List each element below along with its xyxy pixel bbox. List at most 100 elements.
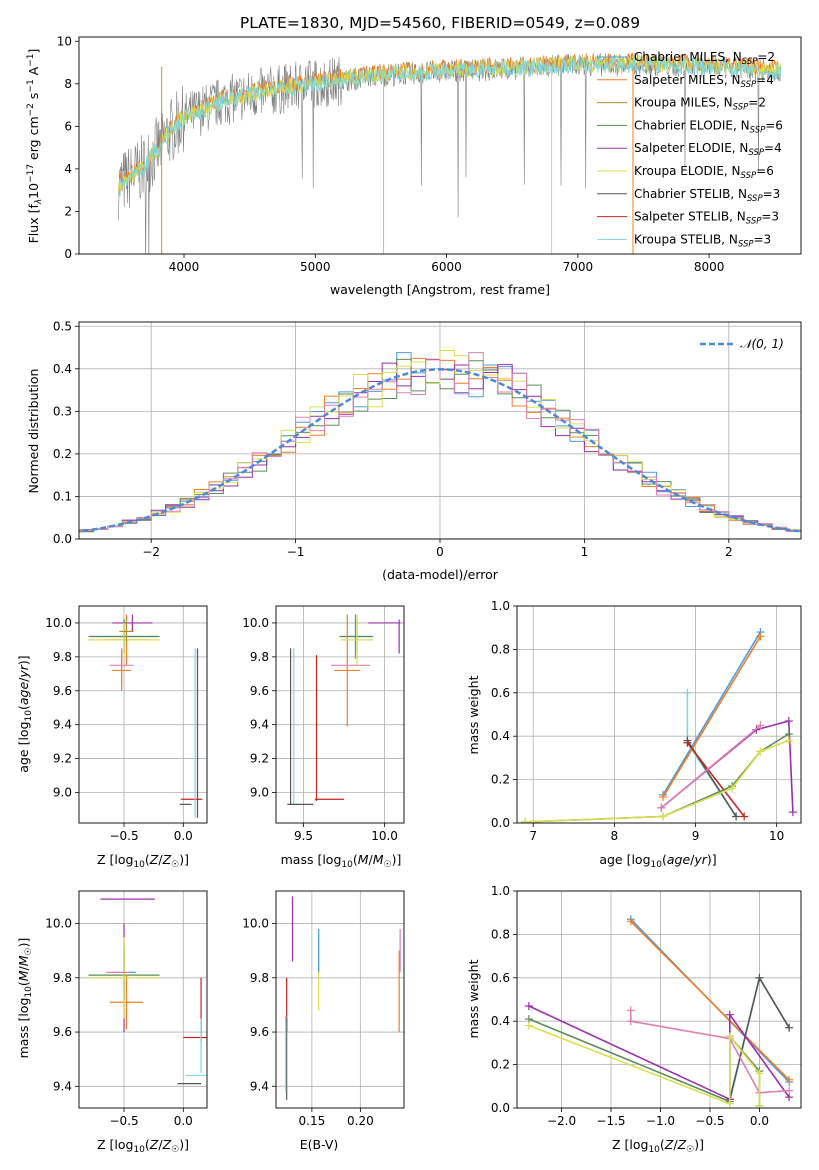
residuals-plot: −2 −1 0 1 2 0.0 0.1 0.2 0.3 0.4 0.5 xyxy=(53,319,802,559)
y-tick-label: 0.0 xyxy=(491,1101,510,1115)
x-tick-label: −0.5 xyxy=(109,829,138,843)
wage-xlabel: age [log10(age/yr)] xyxy=(599,852,716,870)
massz-ylabel: mass [log10(M/M☉)] xyxy=(16,938,34,1059)
y-tick-label: 1.0 xyxy=(491,884,510,898)
spectrum-plot: 4000 5000 6000 7000 8000 0 2 4 6 8 10 xyxy=(57,34,802,274)
x-tick-label: 8000 xyxy=(694,260,725,274)
x-tick-label: −1.5 xyxy=(596,1114,625,1128)
wz-xlabel: Z [log10(Z/Z☉)] xyxy=(612,1137,704,1155)
y-tick-label: 9.8 xyxy=(250,650,269,664)
series-line xyxy=(525,739,790,823)
wz-ylabel: mass weight xyxy=(466,959,481,1038)
massz-xlabel: Z [log10(Z/Z☉)] xyxy=(97,1137,189,1155)
y-tick-label: 0.2 xyxy=(53,447,72,461)
legend-label: Kroupa STELIB, NSSP=3 xyxy=(634,232,771,249)
legend-label: Chabrier MILES, NSSP=2 xyxy=(634,50,775,67)
y-tick-label: 9.6 xyxy=(53,684,72,698)
y-tick-label: 9.8 xyxy=(53,971,72,985)
spectrum-xlabel: wavelength [Angstrom, rest frame] xyxy=(330,282,550,297)
residuals-legend: 𝒩(0, 1) xyxy=(700,337,784,351)
y-tick-label: 0.4 xyxy=(53,362,72,376)
series-line xyxy=(660,724,761,809)
series-line xyxy=(686,742,745,817)
x-tick-label: 0.20 xyxy=(347,1114,374,1128)
x-tick-label: 7 xyxy=(529,829,537,843)
x-tick-label: 0.0 xyxy=(174,829,193,843)
y-tick-label: 9.0 xyxy=(53,785,72,799)
y-tick-label: 0.4 xyxy=(491,729,510,743)
legend-label: Kroupa MILES, NSSP=2 xyxy=(634,96,766,113)
y-tick-label: 0.0 xyxy=(53,532,72,546)
x-tick-label: 10 xyxy=(769,829,784,843)
agez-ylabel: age [log10(age/yr)] xyxy=(16,655,34,772)
y-tick-label: 0.3 xyxy=(53,404,72,418)
series-line xyxy=(525,733,790,823)
series-line xyxy=(630,920,790,1081)
y-tick-label: 9.8 xyxy=(53,650,72,664)
axes-frame xyxy=(78,36,802,255)
y-tick-label: 9.2 xyxy=(250,752,269,766)
wage-ylabel: mass weight xyxy=(466,675,481,754)
spectrum-ylabel: Flux [fλ10−17 erg cm−2 s−1 A−1] xyxy=(26,49,44,244)
age-vs-metallicity-plot: −0.5 0.0 9.0 9.2 9.4 9.6 9.8 10.0 xyxy=(45,605,208,843)
plot-area xyxy=(287,614,401,805)
agem-xlabel: mass [log10(M/M☉)] xyxy=(281,852,402,870)
axes-frame xyxy=(275,605,405,824)
y-tick-label: 9.4 xyxy=(53,1079,72,1093)
y-tick-label: 4 xyxy=(64,162,72,176)
plot-area xyxy=(88,614,203,818)
x-tick-label: −2 xyxy=(142,545,160,559)
y-tick-label: 9.4 xyxy=(250,718,269,732)
plot-area xyxy=(88,898,207,1085)
y-tick-label: 9.0 xyxy=(250,785,269,799)
axes-frame xyxy=(516,605,802,824)
x-tick-label: 7000 xyxy=(563,260,594,274)
plot-area xyxy=(79,350,801,534)
x-tick-label: 1 xyxy=(581,545,589,559)
y-tick-label: 9.2 xyxy=(53,752,72,766)
x-tick-label: 2 xyxy=(725,545,733,559)
legend-label: Salpeter STELIB, NSSP=3 xyxy=(634,210,779,227)
y-tick-label: 0.4 xyxy=(491,1014,510,1028)
y-tick-label: 6 xyxy=(64,119,72,133)
y-tick-label: 9.6 xyxy=(250,684,269,698)
x-tick-label: −1 xyxy=(287,545,305,559)
x-tick-label: 0.15 xyxy=(299,1114,326,1128)
y-tick-label: 2 xyxy=(64,204,72,218)
x-tick-label: 8 xyxy=(611,829,619,843)
x-tick-label: −2.0 xyxy=(547,1114,576,1128)
residuals-xlabel: (data-model)/error xyxy=(382,567,499,582)
x-tick-label: 10.0 xyxy=(371,829,398,843)
legend-label: Salpeter ELODIE, NSSP=4 xyxy=(634,141,782,158)
x-tick-label: −1.0 xyxy=(646,1114,675,1128)
y-tick-label: 9.4 xyxy=(53,718,72,732)
residuals-ylabel: Normed distribution xyxy=(26,369,41,494)
weight-vs-age-plot: 7 8 9 10 0.0 0.2 0.4 0.6 0.8 1.0 xyxy=(491,599,802,843)
x-tick-label: 5000 xyxy=(300,260,331,274)
y-tick-label: 9.4 xyxy=(250,1079,269,1093)
y-tick-label: 0.0 xyxy=(491,816,510,830)
observed-spectrum xyxy=(118,52,782,254)
y-tick-label: 0.2 xyxy=(491,773,510,787)
x-tick-label: 4000 xyxy=(169,260,200,274)
y-tick-label: 8 xyxy=(64,77,72,91)
series-line xyxy=(662,635,762,798)
y-tick-label: 10.0 xyxy=(242,917,269,931)
x-tick-label: 6000 xyxy=(431,260,462,274)
legend-label: Salpeter MILES, NSSP=4 xyxy=(634,73,774,90)
agez-xlabel: Z [log10(Z/Z☉)] xyxy=(97,852,189,870)
x-tick-label: 0.0 xyxy=(174,1114,193,1128)
y-tick-label: 10 xyxy=(57,34,72,48)
masse-xlabel: E(B-V) xyxy=(300,1137,339,1152)
y-tick-label: 0.8 xyxy=(491,927,510,941)
y-tick-label: 0.1 xyxy=(53,489,72,503)
plot-area xyxy=(521,628,797,823)
legend-label: Chabrier STELIB, NSSP=3 xyxy=(634,187,780,204)
normal-curve xyxy=(79,368,801,533)
spectrum-legend: Chabrier MILES, NSSP=2 Salpeter MILES, NS… xyxy=(597,50,783,249)
axes-frame xyxy=(78,321,802,540)
y-tick-label: 0.8 xyxy=(491,642,510,656)
normal-legend-label: 𝒩(0, 1) xyxy=(740,337,784,351)
y-tick-label: 9.8 xyxy=(250,971,269,985)
y-tick-label: 9.6 xyxy=(250,1025,269,1039)
